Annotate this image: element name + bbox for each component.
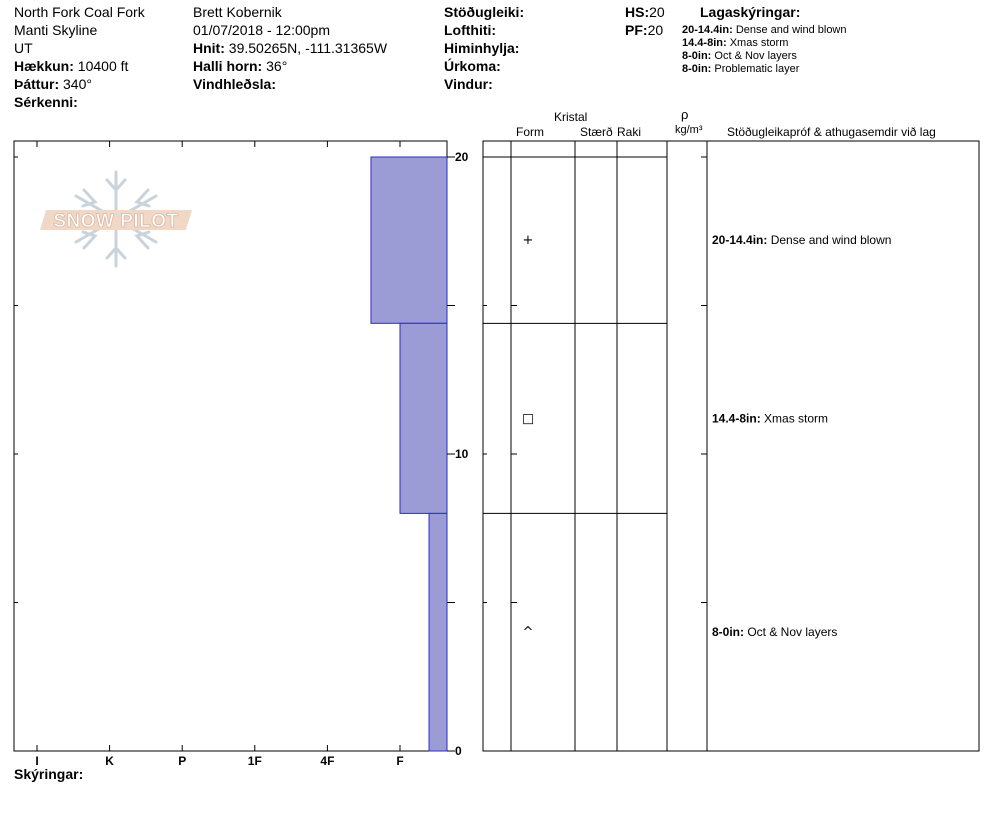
aspect-field: Þáttur: 340°	[14, 76, 92, 92]
density-header: kg/m³	[675, 124, 703, 136]
hardness-tick-label: F	[396, 754, 403, 768]
grain-form-symbol: □	[522, 411, 534, 426]
table-depth-ticks	[483, 156, 707, 752]
location-name: North Fork Coal Fork	[14, 4, 145, 20]
legend-range: 14.4-8in:	[682, 37, 727, 49]
hardness-bar	[428, 512, 448, 752]
pf-field: PF:20	[625, 22, 663, 38]
layer-table-frame	[482, 140, 980, 752]
size-header: Stærð	[580, 125, 613, 139]
layer-comment-range: 14.4-8in:	[712, 411, 764, 425]
notes-label: Skýringar:	[14, 766, 84, 782]
form-header: Form	[516, 125, 544, 139]
legend-text: Xmas storm	[729, 37, 789, 49]
area-name: Manti Skyline	[14, 22, 98, 38]
crystal-header: Kristal	[554, 110, 588, 124]
layer-comment-text: Dense and wind blown	[771, 233, 892, 247]
legend-range: 20-14.4in:	[682, 24, 733, 36]
legend-item: 8-0in: Problematic layer	[682, 63, 799, 76]
depth-tick-label: 10	[455, 447, 469, 461]
legend-title: Lagaskýringar:	[700, 4, 801, 20]
layer-comment-text: Xmas storm	[764, 411, 828, 425]
hardness-tick-label: P	[178, 754, 186, 768]
air-temp-label: Lofthiti:	[444, 22, 497, 38]
comments-header: Stöðugleikapróf & athugasemdir við lag	[727, 125, 936, 139]
stability-label: Stöðugleiki:	[444, 4, 525, 20]
wind-loading-label: Vindhleðsla:	[193, 76, 276, 92]
legend-item: 8-0in: Oct & Nov layers	[682, 50, 797, 63]
grain-form-symbol: ^	[523, 625, 534, 640]
grain-form-symbol: +	[523, 233, 534, 248]
rho-header: ρ	[681, 107, 689, 122]
hardness-tick-label: 4F	[320, 754, 334, 768]
depth-tick-label: 0	[455, 744, 462, 758]
hardness-bars	[370, 156, 448, 752]
features-label: Sérkenni:	[14, 94, 78, 110]
wind-label: Vindur:	[444, 76, 493, 92]
observer-name: Brett Kobernik	[193, 4, 282, 20]
elevation-field: Hækkun: 10400 ft	[14, 58, 128, 74]
legend-range: 8-0in:	[682, 50, 712, 62]
state-name: UT	[14, 40, 33, 56]
slope-value: 36°	[266, 58, 288, 74]
hardness-bar	[399, 322, 448, 514]
depth-axis: 0 10 20	[14, 150, 469, 758]
hs-value: 20	[649, 4, 665, 20]
layer-rows: +20-14.4in: Dense and wind blown □ 14.4-8i…	[483, 156, 891, 640]
legend-text: Problematic layer	[714, 63, 800, 75]
legend-item: 14.4-8in: Xmas storm	[682, 37, 788, 50]
depth-tick-label: 20	[455, 150, 469, 164]
layer-comment: 14.4-8in: Xmas storm	[712, 411, 828, 425]
aspect-label: Þáttur:	[14, 76, 60, 92]
coords-value: 39.50265N, -111.31365W	[228, 40, 388, 56]
hardness-bar	[370, 156, 448, 324]
hardness-tick-label: 1F	[248, 754, 262, 768]
aspect-value: 340°	[63, 76, 92, 92]
hs-field: HS:20	[625, 4, 665, 20]
hs-label: HS:	[625, 4, 650, 20]
hardness-tick-label: K	[105, 754, 114, 768]
slope-field: Halli horn: 36°	[193, 58, 287, 74]
legend-text: Dense and wind blown	[735, 24, 847, 36]
hardness-tick-label: I	[35, 754, 38, 768]
layer-comment-text: Oct & Nov layers	[747, 625, 837, 639]
layer-comment: 8-0in: Oct & Nov layers	[712, 625, 837, 639]
layer-comment-range: 20-14.4in:	[712, 233, 771, 247]
pf-value: 20	[647, 22, 664, 38]
layer-comment-range: 8-0in:	[712, 625, 747, 639]
legend-text: Oct & Nov layers	[714, 50, 797, 62]
moisture-header: Raki	[617, 125, 642, 139]
legend-range: 8-0in:	[682, 63, 712, 75]
elevation-label: Hækkun:	[14, 58, 74, 74]
slope-label: Halli horn:	[193, 58, 263, 74]
legend-item: 20-14.4in: Dense and wind blown	[682, 24, 847, 37]
elevation-value: 10400 ft	[77, 58, 129, 74]
precip-label: Úrkoma:	[444, 58, 501, 74]
hardness-axis: I K P 1F 4F F	[35, 141, 404, 768]
coords-field: Hnit: 39.50265N, -111.31365W	[193, 40, 387, 56]
layer-comment: 20-14.4in: Dense and wind blown	[712, 233, 891, 247]
coords-label: Hnit:	[193, 40, 225, 56]
pf-label: PF:	[625, 22, 648, 38]
observation-datetime: 01/07/2018 - 12:00pm	[193, 22, 330, 38]
sky-label: Himinhylja:	[444, 40, 520, 56]
